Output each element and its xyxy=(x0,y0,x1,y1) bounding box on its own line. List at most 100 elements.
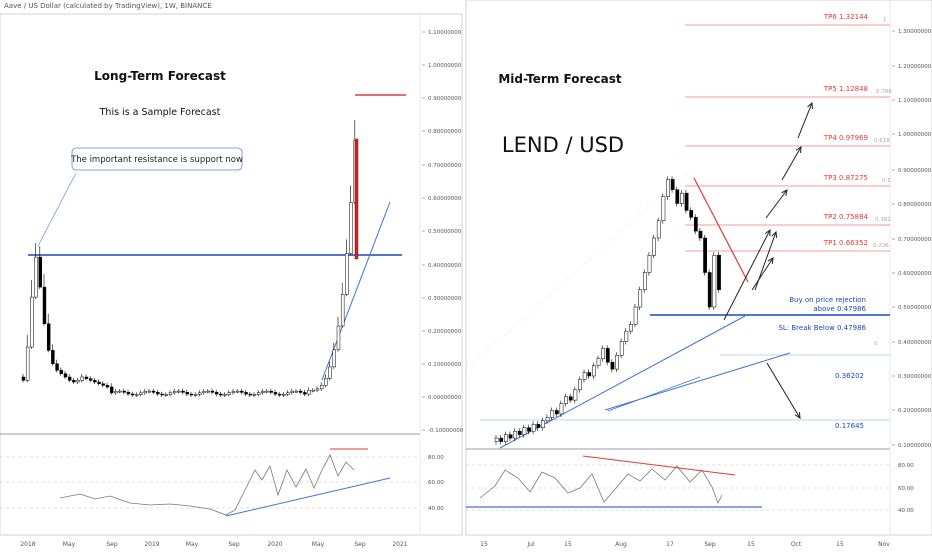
right-candle xyxy=(596,358,601,366)
right-price-tick-label: 0.80000000 xyxy=(898,202,932,208)
right-candle xyxy=(661,196,666,222)
left-oscillator-trendline xyxy=(225,477,391,517)
right-candle xyxy=(559,403,564,415)
left-candle xyxy=(105,385,110,388)
left-candle xyxy=(269,390,273,393)
left-candle xyxy=(189,393,194,396)
right-projection-arrow-2-head xyxy=(771,230,778,239)
left-candle xyxy=(38,256,42,288)
right-projection-arrow-5-head xyxy=(795,146,802,154)
left-candle xyxy=(97,381,101,384)
left-price-tick-label: 0.00000000 xyxy=(428,395,462,401)
left-candle xyxy=(181,390,185,393)
right-time-tick-label: Jul xyxy=(526,541,535,548)
left-price-tick-label: 0.30000000 xyxy=(428,296,462,302)
right-candle xyxy=(633,306,638,325)
right-candle xyxy=(670,179,675,190)
right-candle xyxy=(587,372,592,377)
left-time-tick-label: Sep xyxy=(106,541,118,548)
left-candle xyxy=(30,296,34,348)
left-panel-subtitle: This is a Sample Forecast xyxy=(99,107,221,118)
right-target-label-1: TP6 1.32144 xyxy=(823,13,869,21)
left-candle xyxy=(206,390,210,393)
right-time-tick-label: 17 xyxy=(666,541,674,548)
right-price-tick-label: 1.00000000 xyxy=(898,132,932,138)
right-candle xyxy=(592,365,596,377)
right-trendline-steep xyxy=(499,315,746,449)
right-candle xyxy=(717,255,721,290)
right-candle xyxy=(550,410,555,418)
right-price-tick-label: 0.40000000 xyxy=(898,340,932,346)
left-candle xyxy=(340,294,345,327)
left-price-tick-label: 1.00000000 xyxy=(428,63,462,69)
right-projection-arrow-6 xyxy=(797,102,813,139)
left-time-tick-label: May xyxy=(312,541,325,548)
left-candle xyxy=(202,391,206,394)
right-candle xyxy=(578,379,582,391)
left-candle xyxy=(319,385,324,390)
right-projection-arrow-down xyxy=(766,362,801,419)
right-projection-arrow-4 xyxy=(765,189,788,219)
left-oscillator-line xyxy=(59,454,355,516)
right-candle xyxy=(624,330,629,342)
left-time-tick-label: May xyxy=(186,541,199,548)
left-candle xyxy=(198,392,202,395)
right-projection-arrow-1 xyxy=(723,229,771,321)
left-candle xyxy=(114,391,118,394)
right-level-low1-label: 0.36202 xyxy=(835,372,864,380)
right-target-label-5: TP2 0.75884 xyxy=(823,213,869,221)
right-candle xyxy=(638,289,643,308)
left-candle xyxy=(109,386,114,394)
right-projection-arrow-1-head xyxy=(764,228,771,237)
left-callout-text: The important resistance is support now xyxy=(70,155,243,165)
left-candle xyxy=(311,389,315,392)
right-candle xyxy=(675,189,680,204)
left-candle xyxy=(324,378,328,386)
right-candle xyxy=(605,348,610,363)
left-candle-last xyxy=(354,138,359,260)
left-candle xyxy=(164,394,168,396)
left-candle xyxy=(240,390,244,393)
right-candle xyxy=(513,430,518,439)
right-target-label-3: TP4 0.97969 xyxy=(823,134,868,142)
left-time-tick-label: Sep xyxy=(354,541,366,548)
right-candle xyxy=(545,417,550,422)
right-price-tick-label: 0.20000000 xyxy=(898,408,932,414)
right-candle xyxy=(573,389,578,401)
left-price-tick-label: 1.10000000 xyxy=(428,30,462,36)
right-candle xyxy=(536,424,541,428)
left-callout-pointer xyxy=(37,172,77,247)
right-target-label-2: TP5 1.12848 xyxy=(823,85,868,93)
left-time-tick-label: 2020 xyxy=(267,541,282,548)
left-candle xyxy=(298,390,303,393)
left-time-tick-label: Sep xyxy=(228,541,240,548)
right-candle xyxy=(517,430,522,435)
right-candle xyxy=(712,255,717,308)
right-candle xyxy=(554,410,559,415)
right-fib-diagonal xyxy=(465,169,691,371)
right-candle xyxy=(527,427,531,432)
right-pair-label: LEND / USD xyxy=(502,133,624,157)
left-candle xyxy=(231,391,236,394)
right-projection-arrow-5 xyxy=(781,146,802,181)
left-candle xyxy=(214,392,219,395)
left-price-tick-label: 0.50000000 xyxy=(428,229,462,235)
left-candle xyxy=(130,393,135,396)
left-candle xyxy=(72,380,76,383)
right-candle xyxy=(610,361,615,370)
right-osc-tick-label: 60.00 xyxy=(898,486,914,492)
right-price-tick-label: 0.50000000 xyxy=(898,305,932,311)
right-time-tick-label: Oct xyxy=(791,541,802,548)
right-projection-arrow-6-head xyxy=(807,101,813,110)
left-candle xyxy=(80,376,84,381)
left-candle xyxy=(290,391,294,393)
left-candle xyxy=(101,383,105,386)
right-price-tick-label: 0.30000000 xyxy=(898,374,932,380)
right-candle xyxy=(703,237,707,273)
left-candle xyxy=(265,390,269,393)
right-candle xyxy=(642,272,647,290)
left-candle xyxy=(46,323,51,351)
left-price-tick-label: 0.80000000 xyxy=(428,129,462,135)
right-fib-level-2: 0.786 xyxy=(876,89,892,95)
